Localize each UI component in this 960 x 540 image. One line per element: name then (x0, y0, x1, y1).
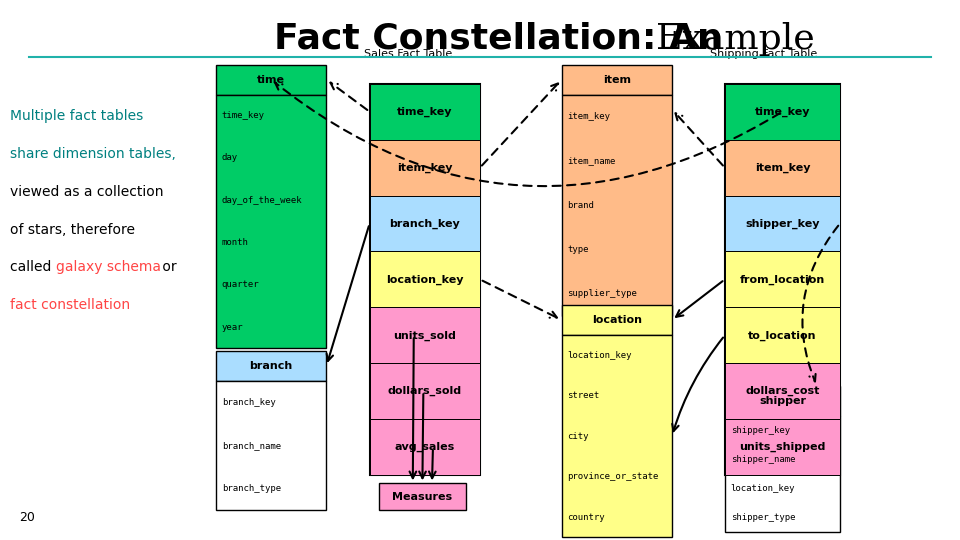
Bar (562, 305, 672, 335)
Text: called: called (10, 260, 56, 274)
Text: time_key: time_key (222, 111, 265, 120)
Bar (725, 84, 840, 475)
Bar (725, 140, 840, 195)
Bar (370, 307, 480, 363)
Text: year: year (222, 322, 243, 332)
Text: day_of_the_week: day_of_the_week (222, 195, 302, 205)
Text: units_sold: units_sold (394, 330, 456, 341)
Text: fact constellation: fact constellation (10, 298, 130, 312)
Text: quarter: quarter (222, 280, 259, 289)
Bar (725, 84, 840, 140)
Bar (370, 252, 480, 307)
Text: item_name: item_name (567, 157, 615, 165)
Bar (562, 94, 672, 316)
Text: branch_type: branch_type (222, 484, 281, 493)
Text: location: location (591, 315, 642, 325)
Text: item_key: item_key (397, 163, 452, 173)
Text: time: time (257, 75, 285, 85)
Text: country: country (567, 512, 605, 522)
Text: branch_key: branch_key (222, 398, 276, 407)
Bar (725, 386, 840, 416)
Text: or: or (158, 260, 177, 274)
Bar (725, 307, 840, 363)
Bar (216, 65, 326, 94)
Text: Multiple fact tables: Multiple fact tables (10, 109, 143, 123)
Bar (370, 195, 480, 252)
Text: 20: 20 (19, 511, 36, 524)
Text: city: city (567, 431, 588, 441)
Bar (370, 84, 480, 140)
Text: galaxy schema: galaxy schema (56, 260, 160, 274)
Text: location_key: location_key (567, 350, 632, 360)
Text: brand: brand (567, 201, 594, 210)
Text: dollars_sold: dollars_sold (388, 386, 462, 396)
Bar (562, 65, 672, 94)
Text: Fact Constellation: An: Fact Constellation: An (274, 22, 722, 56)
Text: branch: branch (250, 361, 293, 371)
Bar (370, 363, 480, 419)
Text: time_key: time_key (755, 106, 810, 117)
Text: viewed as a collection: viewed as a collection (10, 185, 163, 199)
Text: Example: Example (656, 22, 814, 56)
Bar (725, 195, 840, 252)
Text: Shipping Fact Table: Shipping Fact Table (709, 49, 817, 59)
Bar (725, 252, 840, 307)
Text: item_key: item_key (755, 163, 810, 173)
Text: Measures: Measures (393, 492, 452, 502)
Text: avg_sales: avg_sales (395, 442, 455, 453)
Text: shipper_type: shipper_type (731, 513, 795, 522)
Bar (562, 335, 672, 537)
Bar (370, 140, 480, 195)
Bar (725, 363, 840, 419)
Bar (379, 483, 466, 510)
Text: item_key: item_key (567, 112, 611, 121)
Text: dollars_cost: dollars_cost (745, 386, 820, 396)
Text: day: day (222, 153, 238, 163)
Text: type: type (567, 245, 588, 254)
Text: to_location: to_location (748, 330, 817, 341)
Text: share dimension tables,: share dimension tables, (10, 147, 176, 161)
Text: Sales Fact Table: Sales Fact Table (364, 49, 452, 59)
Bar (216, 94, 326, 348)
Bar (725, 416, 840, 532)
Text: branch_name: branch_name (222, 441, 281, 450)
Bar (216, 351, 326, 381)
Text: from_location: from_location (740, 274, 825, 285)
Text: province_or_state: province_or_state (567, 472, 659, 481)
Text: supplier_type: supplier_type (567, 289, 637, 298)
Text: time_key: time_key (397, 106, 452, 117)
Bar (370, 84, 480, 475)
Text: item: item (603, 75, 631, 85)
Bar (725, 419, 840, 475)
Text: units_shipped: units_shipped (739, 442, 826, 453)
Text: street: street (567, 391, 600, 400)
Text: branch_key: branch_key (390, 218, 460, 228)
Bar (216, 381, 326, 510)
Bar (370, 419, 480, 475)
Text: of stars, therefore: of stars, therefore (10, 222, 134, 237)
Text: shipper_name: shipper_name (731, 455, 795, 464)
Text: shipper: shipper (759, 396, 805, 406)
Text: shipper_key: shipper_key (731, 426, 790, 435)
Text: shipper_key: shipper_key (745, 218, 820, 228)
Text: month: month (222, 238, 249, 247)
Text: location_key: location_key (386, 274, 464, 285)
Text: location_key: location_key (731, 484, 795, 493)
